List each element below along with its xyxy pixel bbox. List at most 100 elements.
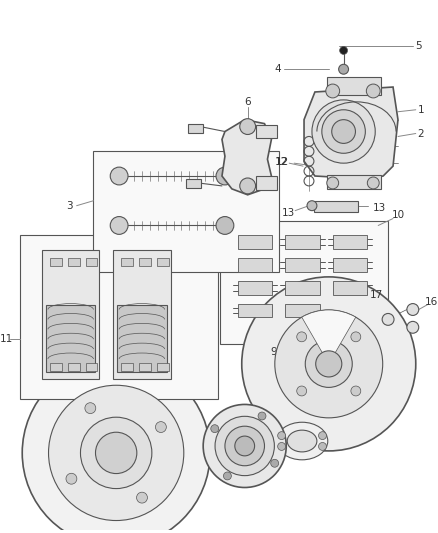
Text: 10: 10 [392,209,405,220]
Bar [93,151,279,272]
Bar [139,258,151,266]
Bar [285,258,320,272]
Bar [121,258,133,266]
Circle shape [203,405,286,488]
Text: 12: 12 [276,157,289,167]
Circle shape [382,313,394,325]
Circle shape [275,310,383,418]
Bar [327,175,381,189]
Bar [139,363,151,371]
Circle shape [155,422,166,432]
Circle shape [305,341,352,387]
Bar [285,304,320,318]
Bar [285,281,320,295]
Text: 13: 13 [373,203,386,213]
Polygon shape [304,87,398,179]
Bar [333,281,367,295]
Circle shape [312,100,375,163]
Bar [238,281,272,295]
Circle shape [332,120,356,143]
Circle shape [235,436,254,456]
Circle shape [278,442,286,450]
Bar [121,363,133,371]
Bar [113,250,170,379]
Circle shape [225,426,265,466]
Circle shape [271,459,279,467]
Text: 11: 11 [0,334,13,344]
Circle shape [242,277,416,451]
Text: 1: 1 [417,105,424,115]
Bar [333,236,367,249]
Circle shape [307,201,317,211]
Text: 5: 5 [415,42,422,52]
Bar [238,258,272,272]
Circle shape [85,403,96,414]
Circle shape [318,442,326,450]
Circle shape [316,351,342,377]
Circle shape [49,385,184,521]
Circle shape [110,216,128,235]
Text: 6: 6 [244,97,251,107]
Circle shape [137,492,148,503]
Bar [220,221,388,344]
Circle shape [215,416,274,475]
Bar [46,304,95,372]
Bar [157,363,169,371]
Circle shape [211,425,219,433]
Circle shape [326,84,339,98]
Bar [68,258,80,266]
Circle shape [407,304,419,316]
Circle shape [366,84,380,98]
Text: 15: 15 [327,441,340,451]
Text: 13: 13 [282,208,295,217]
Text: 12: 12 [275,157,288,167]
Circle shape [81,417,152,489]
Bar [187,179,201,188]
Bar [50,258,62,266]
Circle shape [110,167,128,185]
Text: 8: 8 [283,430,290,440]
Circle shape [339,46,347,54]
Bar [256,125,277,139]
Bar [42,250,99,379]
Circle shape [322,110,365,154]
Circle shape [351,386,361,396]
Bar [68,363,80,371]
Circle shape [223,472,231,480]
Bar [285,236,320,249]
Ellipse shape [276,422,328,460]
Circle shape [216,167,234,185]
Bar [188,124,203,133]
Circle shape [367,177,379,189]
Bar [256,176,277,190]
Circle shape [297,332,307,342]
Circle shape [66,473,77,484]
Bar [50,363,62,371]
Bar [238,304,272,318]
Bar [85,258,97,266]
Circle shape [297,386,307,396]
Bar [333,258,367,272]
Bar [327,77,381,95]
Text: 2: 2 [417,128,424,139]
Circle shape [22,359,210,533]
Text: 3: 3 [67,201,73,211]
Circle shape [339,64,349,74]
Circle shape [216,216,234,235]
Text: 7: 7 [64,362,70,372]
Circle shape [318,432,326,440]
Circle shape [278,432,286,440]
Circle shape [240,178,256,194]
Bar [157,258,169,266]
Bar [85,363,97,371]
Bar [314,201,358,212]
Circle shape [240,119,256,134]
Text: 17: 17 [370,289,383,300]
Ellipse shape [287,430,317,452]
Text: 14: 14 [238,480,251,489]
Text: 4: 4 [274,64,281,74]
Wedge shape [302,310,356,364]
Circle shape [327,177,339,189]
Polygon shape [222,120,272,195]
Text: 9: 9 [270,347,277,357]
